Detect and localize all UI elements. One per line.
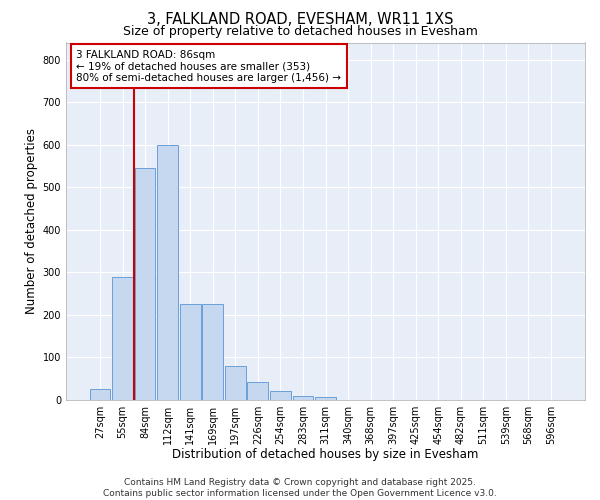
Bar (225, 366, 245, 400)
Text: Contains HM Land Registry data © Crown copyright and database right 2025.
Contai: Contains HM Land Registry data © Crown c… (103, 478, 497, 498)
Text: Size of property relative to detached houses in Evesham: Size of property relative to detached ho… (122, 25, 478, 38)
Bar (315, 396, 336, 400)
Text: 3, FALKLAND ROAD, EVESHAM, WR11 1XS: 3, FALKLAND ROAD, EVESHAM, WR11 1XS (147, 12, 453, 28)
Bar (157, 144, 178, 400)
Bar (293, 396, 313, 400)
Bar (180, 304, 200, 400)
Bar (112, 276, 133, 400)
Y-axis label: Number of detached properties: Number of detached properties (25, 128, 38, 314)
Bar (134, 168, 155, 400)
Text: 3 FALKLAND ROAD: 86sqm
← 19% of detached houses are smaller (353)
80% of semi-de: 3 FALKLAND ROAD: 86sqm ← 19% of detached… (76, 50, 341, 83)
Bar (89, 390, 110, 400)
X-axis label: Distribution of detached houses by size in Evesham: Distribution of detached houses by size … (172, 448, 479, 462)
Bar (247, 382, 268, 400)
Bar (202, 304, 223, 400)
Bar (270, 392, 291, 400)
